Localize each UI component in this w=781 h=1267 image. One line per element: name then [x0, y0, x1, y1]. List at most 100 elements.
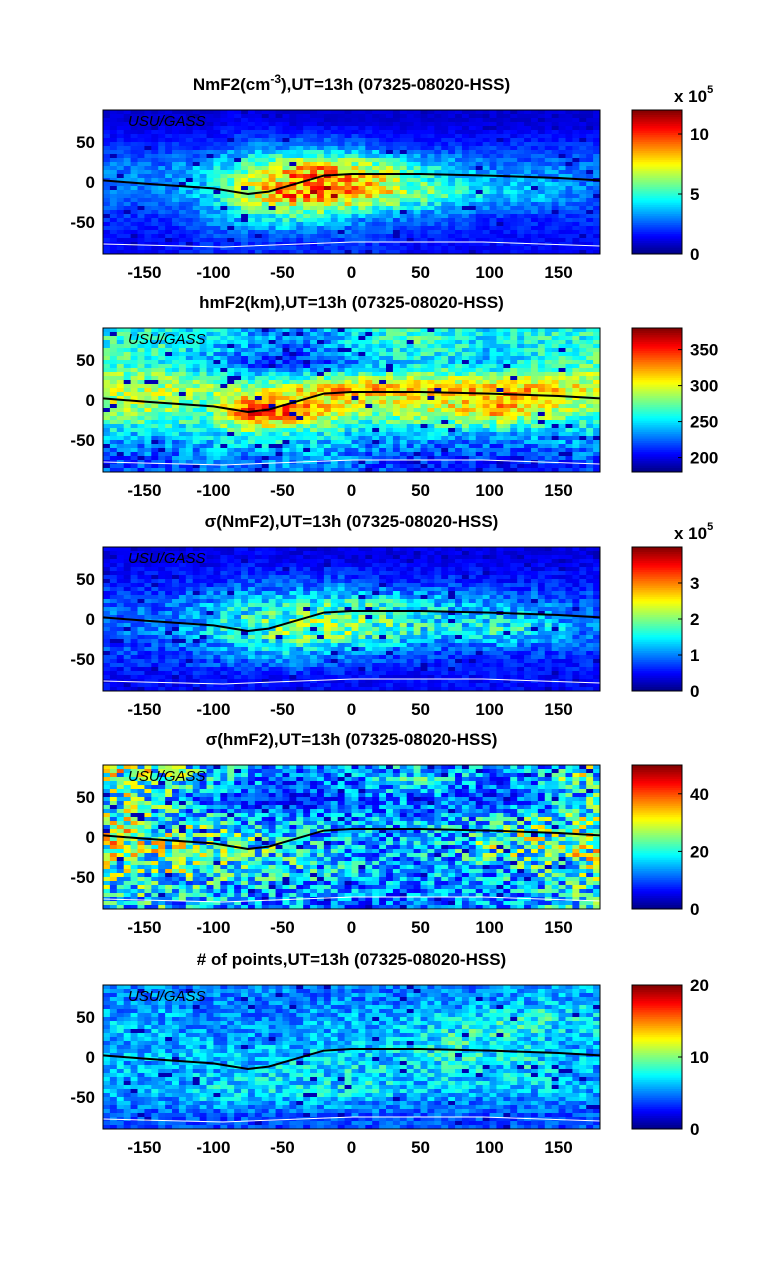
heatmap-cell — [593, 400, 601, 405]
heatmap-cell — [392, 336, 401, 341]
heatmap-cell — [247, 352, 256, 357]
heatmap-cell — [427, 238, 435, 243]
heatmap-cell — [392, 368, 401, 373]
heatmap-cell — [358, 384, 366, 389]
heatmap-cell — [137, 238, 145, 243]
heatmap-cell — [468, 210, 477, 215]
heatmap-cell — [544, 130, 553, 135]
heatmap-cell — [544, 210, 553, 215]
heatmap-cell — [130, 364, 138, 369]
heatmap-cell — [165, 174, 173, 179]
heatmap-cell — [441, 222, 449, 227]
heatmap-cell — [496, 340, 504, 345]
heatmap-cell — [593, 118, 601, 123]
heatmap-cell — [296, 166, 304, 171]
heatmap-cell — [379, 384, 387, 389]
heatmap-cell — [503, 336, 511, 341]
heatmap-cell — [220, 114, 228, 119]
heatmap-cell — [358, 332, 366, 337]
heatmap-cell — [303, 436, 311, 441]
heatmap-cell — [537, 162, 546, 167]
heatmap-cell — [427, 182, 435, 187]
heatmap-cell — [468, 246, 477, 251]
heatmap-cell — [247, 428, 256, 433]
heatmap-cell — [392, 162, 401, 167]
heatmap-cell — [386, 226, 394, 231]
colorbar-segment — [632, 173, 682, 176]
heatmap-cell — [406, 250, 415, 255]
heatmap-cell — [503, 222, 511, 227]
heatmap-cell — [517, 242, 525, 247]
heatmap-cell — [220, 416, 228, 421]
heatmap-cell — [572, 250, 580, 255]
heatmap-cell — [227, 142, 235, 147]
heatmap-cell — [172, 448, 180, 453]
heatmap-cell — [399, 448, 408, 453]
heatmap-cell — [448, 206, 456, 211]
heatmap-cell — [137, 134, 145, 139]
heatmap-cell — [468, 364, 477, 369]
heatmap-cell — [185, 194, 194, 199]
heatmap-cell — [455, 246, 463, 251]
heatmap-cell — [468, 380, 477, 385]
heatmap-cell — [565, 336, 573, 341]
heatmap-cell — [413, 162, 421, 167]
heatmap-cell — [192, 182, 201, 187]
heatmap-cell — [185, 126, 194, 131]
heatmap-cell — [310, 404, 318, 409]
heatmap-cell — [123, 340, 132, 345]
heatmap-cell — [489, 158, 497, 163]
heatmap-cell — [337, 368, 345, 373]
heatmap-cell — [455, 158, 463, 163]
heatmap-cell — [116, 432, 125, 437]
heatmap-cell — [116, 202, 125, 207]
heatmap-cell — [427, 198, 435, 203]
heatmap-cell — [455, 110, 463, 115]
heatmap-cell — [123, 182, 132, 187]
panel-title: NmF2(cm-3),UT=13h (07325-08020-HSS) — [193, 72, 510, 94]
heatmap-cell — [544, 348, 553, 353]
heatmap-cell — [427, 416, 435, 421]
heatmap-cell — [296, 234, 304, 239]
heatmap-cell — [496, 118, 504, 123]
heatmap-cell — [310, 226, 318, 231]
heatmap-cell — [158, 206, 166, 211]
heatmap-cell — [558, 348, 566, 353]
heatmap-cell — [254, 110, 263, 115]
heatmap-cell — [351, 368, 359, 373]
heatmap-cell — [192, 222, 201, 227]
heatmap-cell — [537, 222, 546, 227]
heatmap-cell — [586, 448, 594, 453]
heatmap-cell — [489, 376, 497, 381]
heatmap-cell — [151, 190, 159, 195]
heatmap-cell — [241, 142, 249, 147]
heatmap-cell — [510, 202, 518, 207]
heatmap-cell — [558, 178, 566, 183]
heatmap-cell — [434, 392, 442, 397]
heatmap-cell — [199, 110, 207, 115]
heatmap-cell — [551, 368, 559, 373]
colorbar-segment — [632, 204, 682, 208]
heatmap-cell — [137, 356, 145, 361]
heatmap-cell — [275, 328, 283, 333]
heatmap-cell — [254, 242, 263, 247]
heatmap-cell — [344, 134, 352, 139]
colorbar-segment — [632, 242, 682, 246]
heatmap-cell — [137, 360, 145, 365]
heatmap-cell — [303, 218, 311, 223]
heatmap-cell — [137, 352, 145, 357]
heatmap-cell — [316, 360, 325, 365]
heatmap-cell — [496, 388, 504, 393]
heatmap-cell — [427, 234, 435, 239]
heatmap-cell — [254, 360, 263, 365]
heatmap-cell — [103, 432, 111, 437]
heatmap-cell — [172, 392, 180, 397]
heatmap-cell — [234, 400, 242, 405]
heatmap-cell — [268, 110, 276, 115]
heatmap-cell — [220, 452, 228, 457]
heatmap-cell — [572, 182, 580, 187]
heatmap-cell — [565, 190, 573, 195]
heatmap-cell — [572, 332, 580, 337]
heatmap-cell — [241, 198, 249, 203]
heatmap-cell — [227, 242, 235, 247]
